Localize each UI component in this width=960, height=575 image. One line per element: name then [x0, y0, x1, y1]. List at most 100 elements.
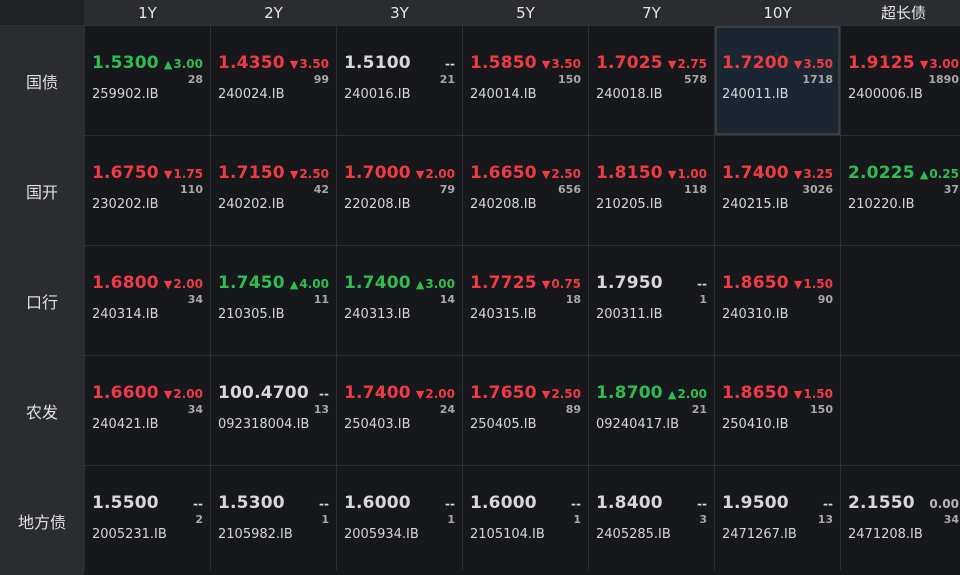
down-arrow-icon: ▼	[289, 58, 299, 71]
quote-cell[interactable]: 1.7400 ▼3.25 3026 240215.IB	[715, 136, 840, 245]
trade-count: 21	[439, 73, 455, 86]
change-amount: 3.00	[173, 57, 203, 71]
change-amount: 0.25	[929, 167, 959, 181]
yield-value: 1.8700	[596, 383, 663, 403]
quote-cell[interactable]: 1.7150 ▼2.50 42 240202.IB	[211, 136, 336, 245]
bond-code: 210305.IB	[218, 307, 285, 322]
row-header-4[interactable]: 地方债	[0, 466, 84, 575]
change-amount: 3.00	[425, 277, 455, 291]
yield-value: 1.9125	[848, 53, 915, 73]
yield-value: 1.7950	[596, 273, 663, 293]
change-value: --	[319, 497, 329, 511]
trade-count: 24	[439, 403, 455, 416]
down-arrow-icon: ▼	[541, 388, 551, 401]
quote-cell[interactable]: 1.7650 ▼2.50 89 250405.IB	[463, 356, 588, 465]
quote-cell[interactable]: 1.7400 ▲3.00 14 240313.IB	[337, 246, 462, 355]
quote-cell[interactable]: 1.6650 ▼2.50 656 240208.IB	[463, 136, 588, 245]
quote-cell[interactable]: 1.5300 -- 1 2105982.IB	[211, 466, 336, 575]
quote-cell[interactable]: 1.8150 ▼1.00 118 210205.IB	[589, 136, 714, 245]
change-value: --	[697, 497, 707, 511]
change-amount: 2.50	[299, 167, 329, 181]
quote-cell[interactable]: 1.8650 ▼1.50 150 250410.IB	[715, 356, 840, 465]
change-amount: 2.50	[551, 387, 581, 401]
trade-count: 578	[684, 73, 707, 86]
quote-cell[interactable]: 1.7725 ▼0.75 18 240315.IB	[463, 246, 588, 355]
trade-count: 89	[565, 403, 581, 416]
quote-cell[interactable]: 1.5850 ▼3.50 150 240014.IB	[463, 26, 588, 135]
column-header-2[interactable]: 3Y	[337, 0, 462, 25]
change-value: --	[193, 497, 203, 511]
yield-value: 2.0225	[848, 163, 915, 183]
row-header-1[interactable]: 国开	[0, 136, 84, 245]
quote-cell[interactable]: 1.8650 ▼1.50 90 240310.IB	[715, 246, 840, 355]
row-header-0[interactable]: 国债	[0, 26, 84, 135]
column-header-0[interactable]: 1Y	[85, 0, 210, 25]
quote-cell[interactable]: 1.7450 ▲4.00 11 210305.IB	[211, 246, 336, 355]
quote-cell[interactable]: 1.9125 ▼3.00 1890 2400006.IB	[841, 26, 960, 135]
change-value: --	[697, 277, 707, 291]
change-amount: 0.75	[551, 277, 581, 291]
change-amount: --	[445, 497, 455, 511]
quote-cell[interactable]: 1.8700 ▲2.00 21 09240417.IB	[589, 356, 714, 465]
change-value: --	[571, 497, 581, 511]
quote-cell[interactable]: 1.7025 ▼2.75 578 240018.IB	[589, 26, 714, 135]
yield-value: 1.7000	[344, 163, 411, 183]
change-value: ▼2.50	[542, 387, 581, 401]
change-value: 0.00	[929, 497, 959, 511]
yield-value: 1.6650	[470, 163, 537, 183]
down-arrow-icon: ▼	[793, 388, 803, 401]
change-amount: --	[445, 57, 455, 71]
quote-cell[interactable]: 1.7950 -- 1 200311.IB	[589, 246, 714, 355]
change-amount: 1.00	[677, 167, 707, 181]
quote-cell[interactable]: 1.6750 ▼1.75 110 230202.IB	[85, 136, 210, 245]
column-header-1[interactable]: 2Y	[211, 0, 336, 25]
column-header-4[interactable]: 7Y	[589, 0, 714, 25]
down-arrow-icon: ▼	[667, 58, 677, 71]
yield-value: 1.7725	[470, 273, 537, 293]
quote-cell[interactable]: 2.0225 ▲0.25 37 210220.IB	[841, 136, 960, 245]
quote-cell[interactable]: 1.6800 ▼2.00 34 240314.IB	[85, 246, 210, 355]
yield-value: 1.5300	[218, 493, 285, 513]
quote-cell[interactable]: 1.6600 ▼2.00 34 240421.IB	[85, 356, 210, 465]
change-amount: 2.00	[425, 387, 455, 401]
quote-cell[interactable]: 1.4350 ▼3.50 99 240024.IB	[211, 26, 336, 135]
yield-value: 1.6600	[92, 383, 159, 403]
trade-count: 1	[573, 513, 581, 526]
trade-count: 13	[817, 513, 833, 526]
change-value: --	[823, 497, 833, 511]
change-value: ▼2.00	[416, 167, 455, 181]
quote-cell[interactable]: 1.7200 ▼3.50 1718 240011.IB	[715, 26, 840, 135]
bond-code: 2105982.IB	[218, 527, 293, 542]
column-header-5[interactable]: 10Y	[715, 0, 840, 25]
yield-value: 1.7200	[722, 53, 789, 73]
down-arrow-icon: ▼	[793, 168, 803, 181]
empty-cell	[841, 246, 960, 355]
column-header-6[interactable]: 超长债	[841, 0, 960, 25]
bond-code: 220208.IB	[344, 197, 411, 212]
quote-cell[interactable]: 1.5500 -- 2 2005231.IB	[85, 466, 210, 575]
yield-value: 1.7150	[218, 163, 285, 183]
quote-cell[interactable]: 2.1550 0.00 34 2471208.IB	[841, 466, 960, 575]
quote-cell[interactable]: 100.4700 -- 13 092318004.IB	[211, 356, 336, 465]
trade-count: 13	[313, 403, 329, 416]
quote-cell[interactable]: 1.7400 ▼2.00 24 250403.IB	[337, 356, 462, 465]
quote-cell[interactable]: 1.8400 -- 3 2405285.IB	[589, 466, 714, 575]
column-header-3[interactable]: 5Y	[463, 0, 588, 25]
quote-cell[interactable]: 1.5300 ▲3.00 28 259902.IB	[85, 26, 210, 135]
quote-cell[interactable]: 1.9500 -- 13 2471267.IB	[715, 466, 840, 575]
quote-cell[interactable]: 1.6000 -- 1 2005934.IB	[337, 466, 462, 575]
quote-cell[interactable]: 1.6000 -- 1 2105104.IB	[463, 466, 588, 575]
change-amount: 2.00	[677, 387, 707, 401]
change-amount: 2.00	[173, 387, 203, 401]
row-header-2[interactable]: 口行	[0, 246, 84, 355]
down-arrow-icon: ▼	[163, 388, 173, 401]
row-header-3[interactable]: 农发	[0, 356, 84, 465]
quote-cell[interactable]: 1.5100 -- 21 240016.IB	[337, 26, 462, 135]
change-amount: 1.75	[173, 167, 203, 181]
yield-value: 1.7400	[344, 273, 411, 293]
trade-count: 21	[691, 403, 707, 416]
trade-count: 3	[699, 513, 707, 526]
change-value: ▲4.00	[290, 277, 329, 291]
quote-cell[interactable]: 1.7000 ▼2.00 79 220208.IB	[337, 136, 462, 245]
change-amount: 3.50	[299, 57, 329, 71]
